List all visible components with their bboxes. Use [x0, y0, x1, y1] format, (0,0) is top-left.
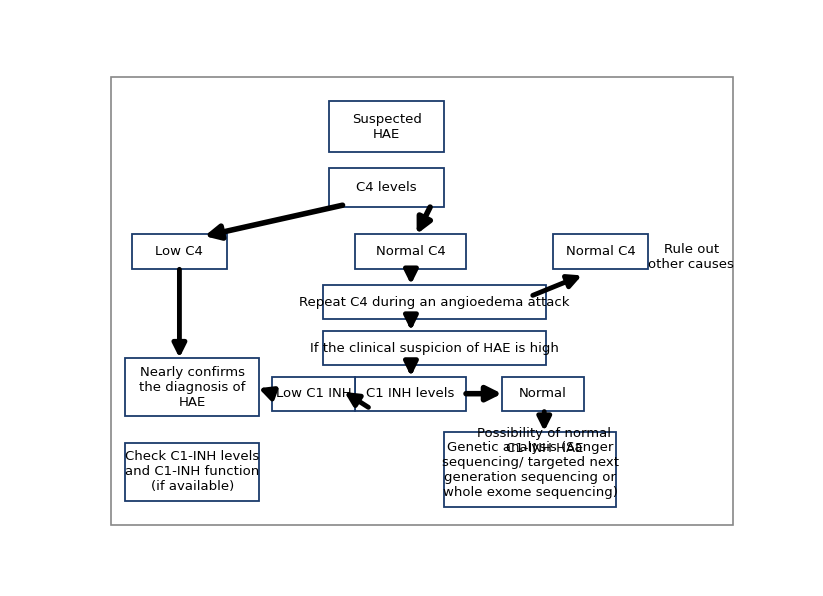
Text: Normal C4: Normal C4 — [376, 245, 445, 258]
FancyBboxPatch shape — [329, 101, 444, 152]
Text: Nearly confirms
the diagnosis of
HAE: Nearly confirms the diagnosis of HAE — [139, 365, 245, 408]
FancyBboxPatch shape — [355, 377, 467, 411]
Text: Repeat C4 during an angioedema attack: Repeat C4 during an angioedema attack — [300, 296, 570, 309]
Text: Suspected
HAE: Suspected HAE — [351, 113, 421, 141]
Text: C1 INH levels: C1 INH levels — [366, 387, 455, 401]
FancyBboxPatch shape — [323, 331, 546, 365]
FancyBboxPatch shape — [125, 443, 259, 501]
Text: Check C1-INH levels
and C1-INH function
(if available): Check C1-INH levels and C1-INH function … — [125, 451, 259, 493]
Text: Low C1 INH: Low C1 INH — [276, 387, 351, 401]
Text: If the clinical suspicion of HAE is high: If the clinical suspicion of HAE is high — [310, 342, 559, 355]
Text: Rule out
other causes: Rule out other causes — [649, 243, 734, 271]
FancyBboxPatch shape — [444, 432, 616, 508]
FancyBboxPatch shape — [323, 285, 546, 319]
Text: Normal C4: Normal C4 — [565, 245, 635, 258]
FancyBboxPatch shape — [272, 377, 355, 411]
FancyBboxPatch shape — [132, 234, 227, 269]
Text: C4 levels: C4 levels — [356, 181, 417, 194]
FancyBboxPatch shape — [552, 234, 649, 269]
Text: Normal: Normal — [519, 387, 567, 401]
Text: Low C4: Low C4 — [156, 245, 203, 258]
FancyBboxPatch shape — [125, 358, 259, 416]
Text: Genetic analysis (Sanger
sequencing/ targeted next
generation sequencing or
whol: Genetic analysis (Sanger sequencing/ tar… — [442, 440, 619, 499]
Text: Possibility of normal
C1-INH HAE: Possibility of normal C1-INH HAE — [477, 427, 611, 455]
FancyBboxPatch shape — [501, 377, 584, 411]
FancyBboxPatch shape — [329, 168, 444, 207]
FancyBboxPatch shape — [355, 234, 467, 269]
